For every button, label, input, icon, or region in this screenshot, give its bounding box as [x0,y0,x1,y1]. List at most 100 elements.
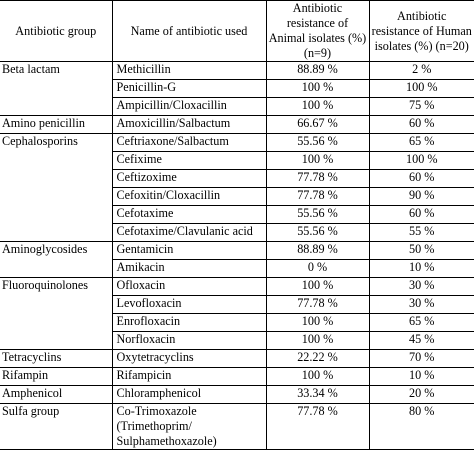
cell-antibiotic-group [0,98,112,116]
cell-animal-resistance: 77.78 % [265,403,369,450]
table-row: Tetracyclins Oxytetracyclins 22.22 % 70 % [0,349,474,368]
header-animal-resistance: Antibiotic resistance of Animal isolates… [265,0,369,62]
header-antibiotic-name: Name of antibiotic used [111,0,266,62]
cell-human-resistance: 100 % [368,79,474,98]
cell-antibiotic-name: Amikacin [111,259,266,278]
cell-antibiotic-group [0,260,112,278]
table-row: Cefotaxime 55.56 % 60 % [0,205,474,224]
cell-human-resistance: 20 % [368,385,474,404]
cell-antibiotic-name: Cefoxitin/Cloxacillin [111,187,266,206]
cell-human-resistance: 60 % [368,169,474,188]
cell-antibiotic-name: Amoxicillin/Salbactum [111,115,266,134]
cell-antibiotic-group: Amphenicol [0,385,112,404]
cell-human-resistance: 65 % [368,133,474,152]
cell-antibiotic-name: Oxytetracyclins [111,349,266,368]
table-row: Norfloxacin 100 % 45 % [0,331,474,350]
cell-antibiotic-name: Cefotaxime [111,205,266,224]
cell-antibiotic-group: Sulfa group [0,403,112,450]
cell-antibiotic-group [0,296,112,314]
cell-antibiotic-name: Cefotaxime/Clavulanic acid [111,223,266,242]
cell-animal-resistance: 0 % [265,259,369,278]
table-row: Penicillin-G 100 % 100 % [0,79,474,98]
cell-antibiotic-group: Fluoroquinolones [0,277,112,296]
table-row: Aminoglycosides Gentamicin 88.89 % 50 % [0,241,474,260]
cell-antibiotic-group [0,152,112,170]
cell-animal-resistance: 100 % [265,277,369,296]
cell-human-resistance: 60 % [368,115,474,134]
table-row: Rifampin Rifampicin 100 % 10 % [0,367,474,386]
cell-human-resistance: 70 % [368,349,474,368]
table-row: Amino penicillin Amoxicillin/Salbactum 66.… [0,115,474,134]
cell-antibiotic-group [0,80,112,98]
cell-antibiotic-name: Methicillin [111,61,266,80]
cell-animal-resistance: 100 % [265,331,369,350]
cell-antibiotic-name: Levofloxacin [111,295,266,314]
table-row: Cefotaxime/Clavulanic acid 55.56 % 55 % [0,223,474,242]
table-row: Levofloxacin 77.78 % 30 % [0,295,474,314]
table-row: Fluoroquinolones Ofloxacin 100 % 30 % [0,277,474,296]
cell-antibiotic-group: Cephalosporins [0,133,112,152]
table-row: Amphenicol Chloramphenicol 33.34 % 20 % [0,385,474,404]
cell-antibiotic-name: Chloramphenicol [111,385,266,404]
cell-human-resistance: 65 % [368,313,474,332]
cell-antibiotic-group [0,188,112,206]
cell-antibiotic-group: Rifampin [0,367,112,386]
cell-animal-resistance: 55.56 % [265,205,369,224]
cell-animal-resistance: 55.56 % [265,133,369,152]
cell-human-resistance: 45 % [368,331,474,350]
cell-antibiotic-name: Gentamicin [111,241,266,260]
cell-antibiotic-name: Rifampicin [111,367,266,386]
table-row: Enrofloxacin 100 % 65 % [0,313,474,332]
table-row: Cefixime 100 % 100 % [0,151,474,170]
cell-human-resistance: 55 % [368,223,474,242]
table-row: Sulfa group Co-Trimoxazole (Trimethoprim/… [0,403,474,450]
cell-antibiotic-group [0,224,112,242]
cell-antibiotic-name: Ampicillin/Cloxacillin [111,97,266,116]
cell-antibiotic-group [0,332,112,350]
cell-antibiotic-name: Ceftizoxime [111,169,266,188]
table-body: Beta lactam Methicillin 88.89 % 2 % Penicill… [0,61,474,450]
header-antibiotic-group: Antibiotic group [0,0,112,62]
cell-human-resistance: 2 % [368,61,474,80]
cell-human-resistance: 100 % [368,151,474,170]
cell-antibiotic-group: Aminoglycosides [0,241,112,260]
cell-animal-resistance: 100 % [265,151,369,170]
cell-animal-resistance: 66.67 % [265,115,369,134]
cell-antibiotic-group [0,314,112,332]
cell-animal-resistance: 77.78 % [265,169,369,188]
cell-antibiotic-group: Tetracyclins [0,349,112,368]
cell-human-resistance: 30 % [368,277,474,296]
table-header: Antibiotic group Name of antibiotic used… [0,0,474,62]
table-row: Cephalosporins Ceftriaxone/Salbactum 55.56… [0,133,474,152]
cell-antibiotic-group [0,170,112,188]
cell-human-resistance: 10 % [368,367,474,386]
cell-animal-resistance: 22.22 % [265,349,369,368]
cell-antibiotic-name: Cefixime [111,151,266,170]
header-row: Antibiotic group Name of antibiotic used… [0,0,474,62]
cell-antibiotic-name: Penicillin-G [111,79,266,98]
cell-human-resistance: 50 % [368,241,474,260]
cell-antibiotic-name: Enrofloxacin [111,313,266,332]
cell-human-resistance: 90 % [368,187,474,206]
cell-animal-resistance: 100 % [265,97,369,116]
cell-animal-resistance: 77.78 % [265,295,369,314]
cell-antibiotic-name: Ofloxacin [111,277,266,296]
cell-animal-resistance: 100 % [265,367,369,386]
table-row: Ampicillin/Cloxacillin 100 % 75 % [0,97,474,116]
cell-animal-resistance: 77.78 % [265,187,369,206]
cell-antibiotic-name: Ceftriaxone/Salbactum [111,133,266,152]
cell-animal-resistance: 88.89 % [265,61,369,80]
table-row: Cefoxitin/Cloxacillin 77.78 % 90 % [0,187,474,206]
cell-animal-resistance: 100 % [265,79,369,98]
cell-antibiotic-group: Beta lactam [0,61,112,80]
cell-human-resistance: 80 % [368,403,474,450]
table-row: Beta lactam Methicillin 88.89 % 2 % [0,61,474,80]
cell-human-resistance: 10 % [368,259,474,278]
cell-human-resistance: 30 % [368,295,474,314]
header-human-resistance: Antibiotic resistance of Human isolates … [368,0,474,62]
cell-antibiotic-name: Norfloxacin [111,331,266,350]
cell-animal-resistance: 88.89 % [265,241,369,260]
cell-antibiotic-group [0,206,112,224]
